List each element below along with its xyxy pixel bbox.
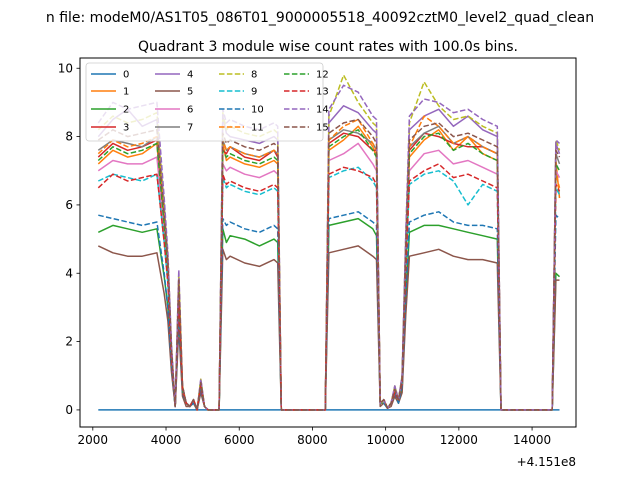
- legend-label: 6: [187, 105, 193, 116]
- y-tick-label: 6: [65, 198, 73, 212]
- y-tick-label: 0: [65, 403, 73, 417]
- plot-frame: [79, 57, 577, 428]
- legend-label: 2: [123, 105, 129, 116]
- y-tick-label: 8: [65, 130, 73, 144]
- legend-label: 14: [316, 105, 329, 116]
- x-tick-label: 6000: [224, 433, 255, 447]
- plot-lines: [97, 74, 561, 411]
- figure-suptitle: n file: modeM0/AS1T05_086T01_9000005518_…: [46, 10, 594, 26]
- y-tick-label: 2: [65, 335, 73, 349]
- y-tick-label: 4: [65, 266, 73, 280]
- legend-label: 7: [187, 123, 193, 134]
- legend-label: 4: [187, 70, 193, 81]
- x-tick-label: 4000: [151, 433, 182, 447]
- legend-label: 12: [316, 70, 329, 81]
- series-line-15: [97, 118, 561, 411]
- y-tick-label: 10: [58, 61, 73, 75]
- x-tick-label: 12000: [440, 433, 478, 447]
- legend-label: 0: [123, 70, 129, 81]
- legend-label: 9: [251, 87, 257, 98]
- legend-label: 8: [251, 70, 257, 81]
- legend-label: 15: [316, 123, 329, 134]
- x-tick-label: 2000: [78, 433, 109, 447]
- y-axis: 0 2 4 6 8 10: [58, 61, 80, 417]
- legend-label: 1: [123, 87, 129, 98]
- x-tick-label: 10000: [367, 433, 405, 447]
- chart-title: Quadrant 3 module wise count rates with …: [138, 39, 518, 55]
- x-tick-label: 8000: [297, 433, 328, 447]
- legend-label: 11: [251, 123, 264, 134]
- legend-label: 13: [316, 87, 329, 98]
- legend-box: [85, 62, 324, 142]
- legend-label: 10: [251, 105, 264, 116]
- legend-label: 3: [123, 123, 129, 134]
- x-axis: 2000 4000 6000 8000 10000 12000 14000: [78, 427, 551, 447]
- x-tick-label: 14000: [513, 433, 551, 447]
- legend-label: 5: [187, 87, 193, 98]
- x-axis-offset-label: +4.151e8: [517, 455, 576, 469]
